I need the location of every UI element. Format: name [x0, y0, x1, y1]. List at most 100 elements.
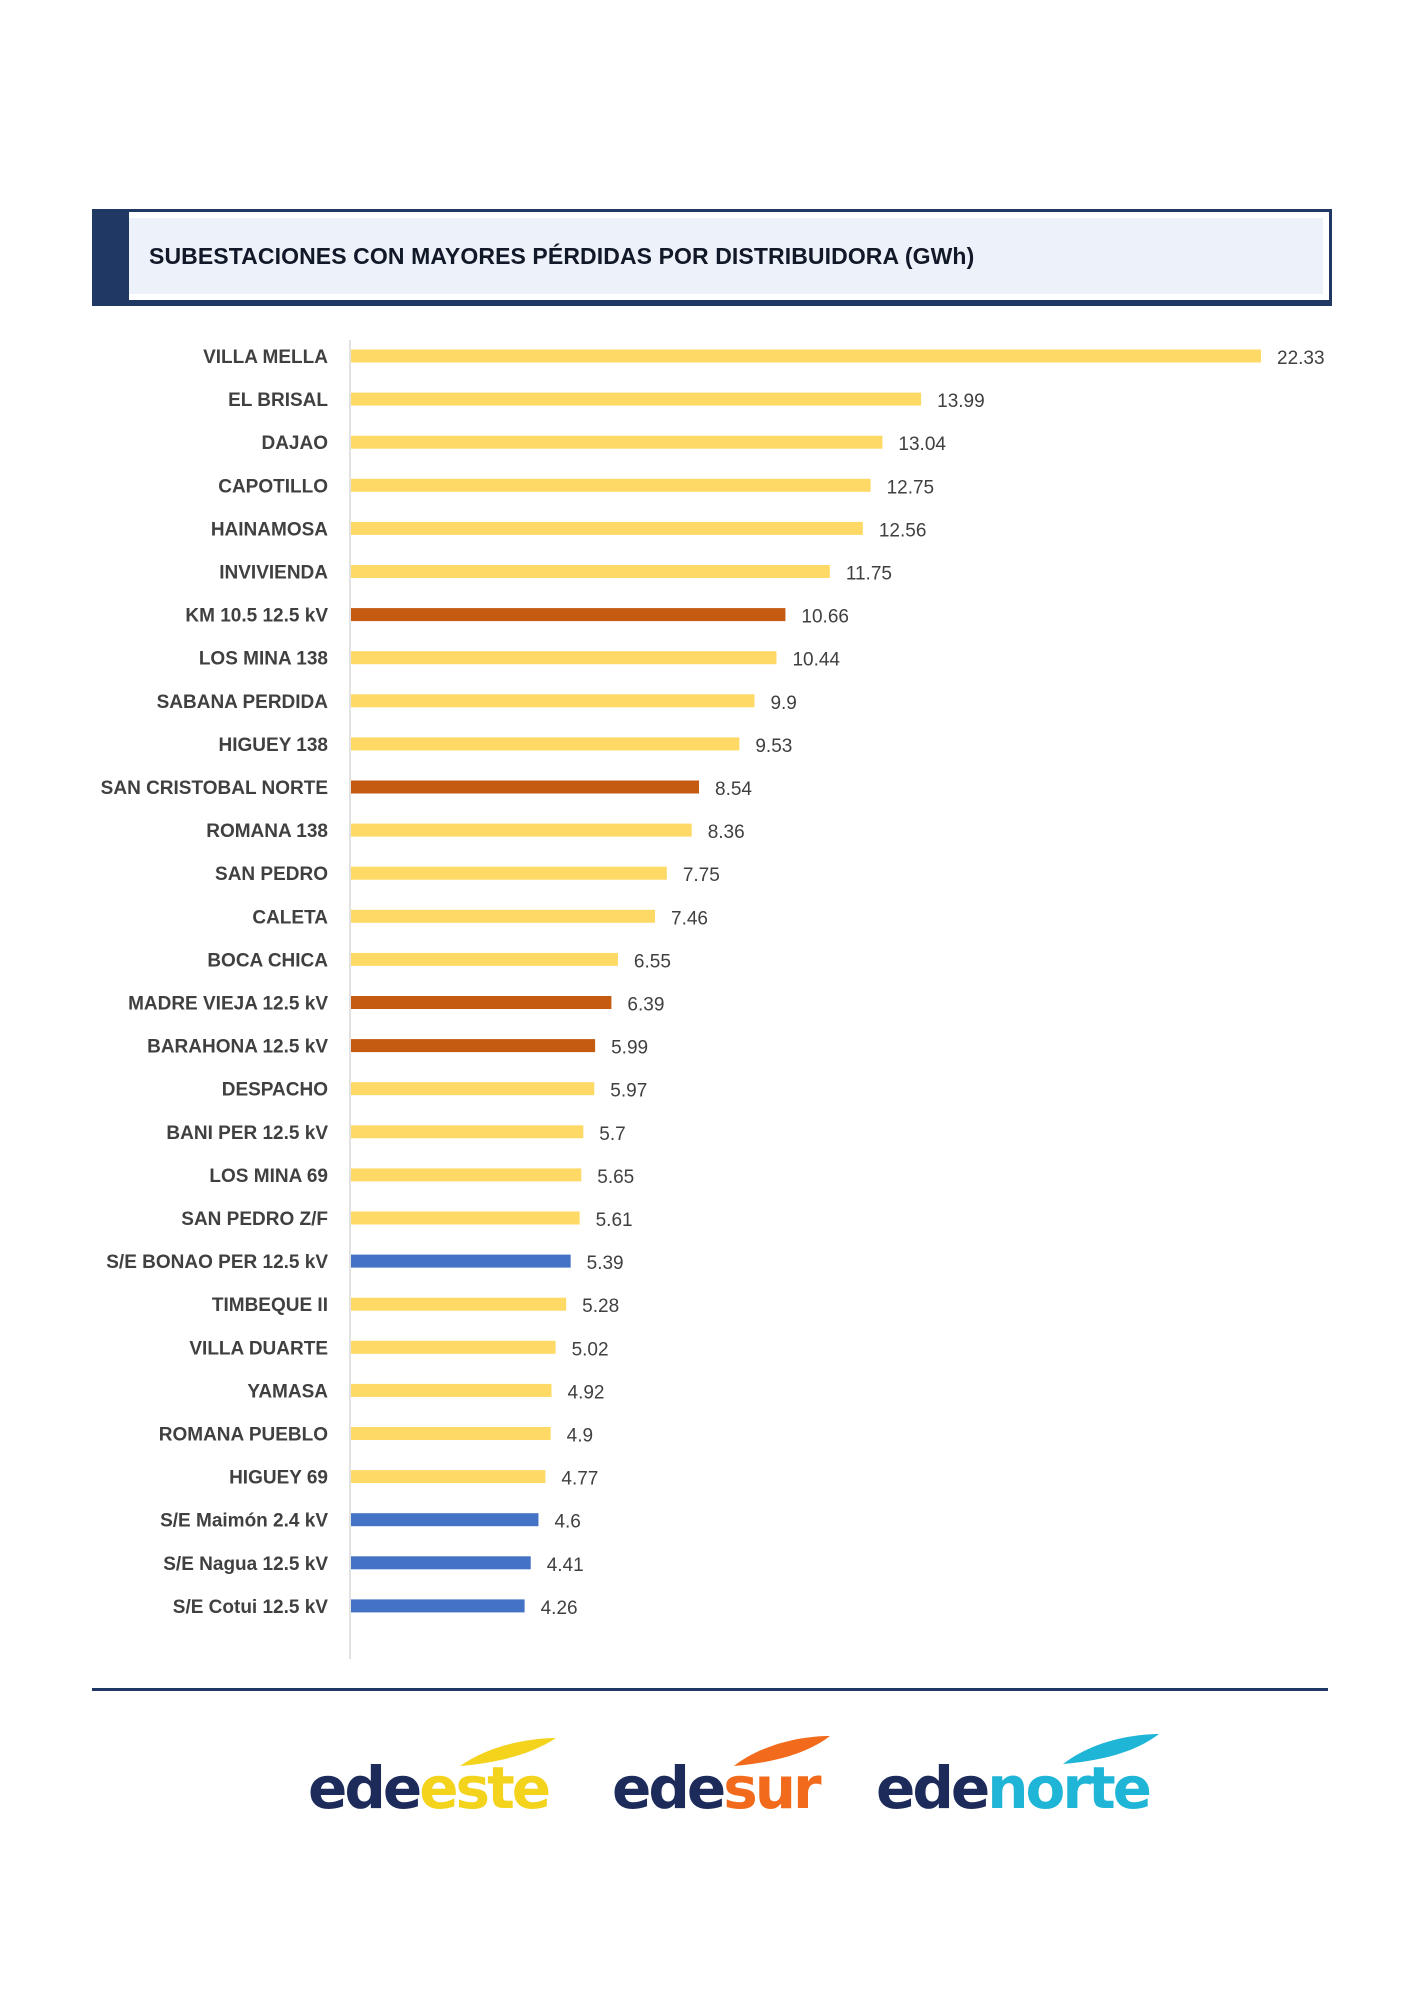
bar: [351, 1556, 531, 1570]
data-label: 4.92: [568, 1382, 605, 1403]
bar: [351, 521, 863, 535]
category-label: S/E Cotui 12.5 kV: [173, 1597, 329, 1618]
edenorte-logo: edenorte: [876, 1720, 1176, 1840]
category-label: HIGUEY 138: [219, 735, 328, 756]
category-label: VILLA MELLA: [203, 347, 328, 368]
data-label: 13.99: [937, 391, 985, 412]
category-label: CALETA: [252, 907, 328, 928]
bar: [351, 823, 692, 837]
edenorte-logo-prefix: ede: [876, 1754, 990, 1822]
bar: [351, 1383, 552, 1397]
category-label: ROMANA PUEBLO: [159, 1425, 328, 1446]
header-underline: [92, 303, 1332, 306]
category-label: SAN PEDRO Z/F: [181, 1209, 328, 1230]
data-label: 9.53: [755, 736, 792, 757]
edeeste-logo-suffix: este: [419, 1754, 551, 1822]
bar-chart: VILLA MELLA 22.33 EL BRISAL 13.99 DAJAO 13.04…: [101, 340, 1325, 1659]
bar: [351, 1297, 567, 1311]
bar: [351, 1168, 582, 1182]
data-label: 5.28: [582, 1296, 619, 1317]
data-label: 10.66: [801, 607, 849, 628]
data-label: 5.02: [572, 1339, 609, 1360]
swoosh-icon: [734, 1736, 830, 1766]
category-label: HIGUEY 69: [229, 1468, 328, 1489]
category-label: INVIVIENDA: [219, 563, 328, 584]
data-label: 5.7: [599, 1124, 625, 1145]
category-label: LOS MINA 69: [209, 1166, 328, 1187]
header-panel: [129, 218, 1323, 294]
edeeste-logo-text: edeeste: [308, 1754, 551, 1822]
bar: [351, 435, 883, 449]
category-label: BANI PER 12.5 kV: [166, 1123, 328, 1144]
footer-divider: [92, 1688, 1328, 1691]
data-label: 10.44: [792, 650, 840, 671]
bar: [351, 1470, 546, 1484]
bar: [351, 1599, 525, 1613]
bar: [351, 392, 922, 406]
category-label: S/E Maimón 2.4 kV: [160, 1511, 328, 1532]
data-label: 9.9: [770, 693, 796, 714]
data-label: 5.99: [611, 1038, 648, 1059]
category-label: HAINAMOSA: [211, 519, 328, 540]
logo-strip: edeeste edesur edenorte: [0, 1720, 1414, 1840]
data-label: 4.41: [547, 1555, 584, 1576]
bar: [351, 1513, 539, 1527]
bar: [351, 1340, 556, 1354]
bar: [351, 866, 667, 880]
swoosh-icon-shape: [460, 1738, 556, 1766]
bar: [351, 909, 656, 923]
data-label: 4.6: [554, 1512, 580, 1533]
category-label: SABANA PERDIDA: [157, 692, 329, 713]
category-label: EL BRISAL: [228, 390, 328, 411]
edeeste-logo: edeeste: [308, 1720, 568, 1840]
data-label: 12.56: [879, 520, 927, 541]
bar: [351, 478, 871, 492]
swoosh-icon-shape: [1063, 1734, 1159, 1764]
bar: [351, 1125, 584, 1139]
data-label: 4.9: [567, 1426, 593, 1447]
bar: [351, 780, 700, 794]
category-label: S/E BONAO PER 12.5 kV: [106, 1252, 328, 1273]
chart-header: SUBESTACIONES CON MAYORES PÉRDIDAS POR D…: [92, 209, 1332, 303]
data-label: 22.33: [1277, 348, 1325, 369]
edesur-logo-prefix: ede: [612, 1754, 726, 1822]
chart-title: SUBESTACIONES CON MAYORES PÉRDIDAS POR D…: [149, 242, 975, 269]
bar: [351, 349, 1261, 363]
data-label: 7.46: [671, 908, 708, 929]
swoosh-icon: [460, 1738, 556, 1766]
category-label: DAJAO: [261, 433, 328, 454]
category-label: YAMASA: [247, 1381, 328, 1402]
edeeste-logo-prefix: ede: [308, 1754, 422, 1822]
data-label: 6.39: [627, 995, 664, 1016]
bar: [351, 737, 740, 751]
data-label: 13.04: [898, 434, 946, 455]
data-label: 5.65: [597, 1167, 634, 1188]
edenorte-logo-suffix: norte: [987, 1754, 1152, 1822]
category-label: KM 10.5 12.5 kV: [185, 606, 328, 627]
bar: [351, 694, 755, 708]
bar: [351, 996, 612, 1009]
category-label: LOS MINA 138: [199, 649, 328, 670]
bar: [351, 1039, 596, 1053]
category-label: SAN PEDRO: [215, 864, 328, 885]
bar: [351, 565, 830, 578]
data-label: 8.36: [708, 822, 745, 843]
data-label: 6.55: [634, 951, 671, 972]
category-label: DESPACHO: [222, 1080, 328, 1101]
data-label: 5.61: [596, 1210, 633, 1231]
edesur-logo-suffix: sur: [723, 1754, 821, 1822]
bar: [351, 608, 786, 622]
edesur-logo: edesur: [612, 1720, 842, 1840]
data-label: 4.77: [561, 1469, 598, 1490]
data-label: 4.26: [541, 1598, 578, 1619]
category-label: CAPOTILLO: [218, 476, 328, 497]
data-label: 5.39: [587, 1253, 624, 1274]
bar: [351, 1427, 551, 1440]
category-label: SAN CRISTOBAL NORTE: [101, 778, 328, 799]
edenorte-logo-text: edenorte: [876, 1754, 1152, 1822]
edesur-logo-text: edesur: [612, 1754, 822, 1822]
bar: [351, 1211, 580, 1225]
category-label: BARAHONA 12.5 kV: [147, 1037, 328, 1058]
data-label: 7.75: [683, 865, 720, 886]
category-label: MADRE VIEJA 12.5 kV: [128, 994, 328, 1015]
